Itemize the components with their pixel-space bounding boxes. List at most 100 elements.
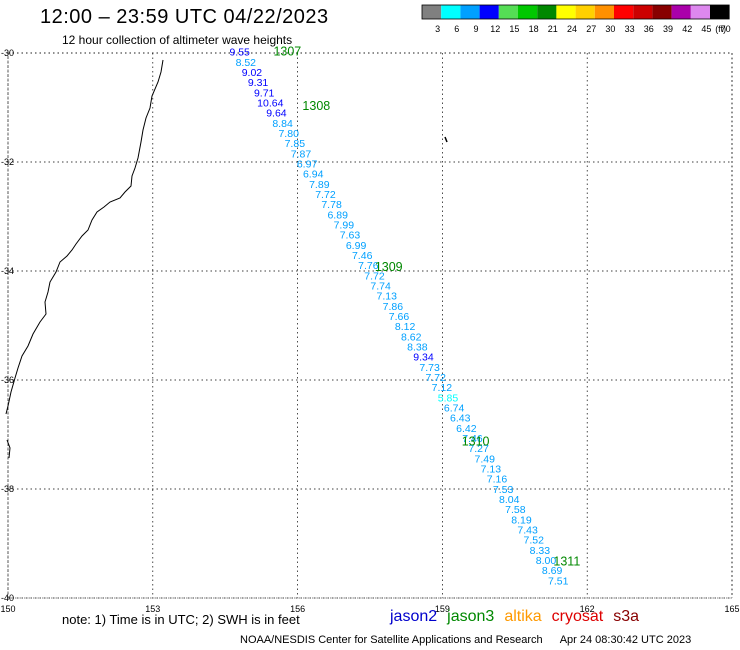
map-subtitle: 12 hour collection of altimeter wave hei…: [62, 33, 293, 47]
wave-height-value: 8.69: [542, 565, 563, 577]
wave-height-value: 8.84: [272, 118, 293, 130]
colorbar-label: 21: [548, 24, 558, 34]
latitude-tick-label: -30: [1, 48, 14, 58]
wave-height-value: 7.13: [481, 464, 502, 476]
colorbar-label: 24: [567, 24, 577, 34]
wave-height-value: 6.94: [303, 169, 324, 181]
wave-height-value: 6.43: [450, 413, 471, 425]
latitude-tick-label: -38: [1, 484, 14, 494]
latitude-tick-label: -40: [1, 593, 14, 603]
wave-height-value: 7.80: [278, 128, 299, 140]
wave-height-colorbar: 3 6 9 12 15 18 21 24 27 30 33 36 39 42 45 70(ft): [421, 4, 731, 34]
wave-height-value: 9.34: [413, 352, 434, 364]
legend-entry-s3a: s3a: [613, 608, 640, 625]
colorbar-swatch: [671, 5, 691, 19]
wave-height-value: 7.78: [321, 199, 342, 211]
wave-height-value: 7.86: [383, 301, 404, 313]
colorbar-swatch: [690, 5, 710, 19]
footnote: note: 1) Time is in UTC; 2) SWH is in fe…: [62, 612, 300, 627]
colorbar-frame: [421, 4, 730, 20]
time-marker: 1310: [462, 434, 490, 448]
wave-height-value: 6.74: [444, 403, 465, 415]
longitude-tick-label: 153: [145, 604, 160, 614]
wave-height-value: 5.85: [438, 392, 459, 404]
longitude-tick-label: 159: [435, 604, 450, 614]
colorbar-label: 33: [625, 24, 635, 34]
wave-height-value: 8.62: [401, 331, 422, 343]
colorbar-label: 3: [435, 24, 440, 34]
latitude-tick-label: -34: [1, 266, 14, 276]
wave-height-value: 7.12: [432, 382, 453, 394]
wave-height-value: 9.55: [229, 47, 250, 59]
colorbar-label: 9: [473, 24, 478, 34]
wave-height-value: 7.43: [517, 525, 538, 537]
generation-timestamp: Apr 24 08:30:42 UTC 2023: [559, 634, 692, 646]
wave-height-value: 9.64: [266, 108, 287, 120]
latitude-tick-label: -36: [1, 375, 14, 385]
colorbar-label: 18: [529, 24, 539, 34]
wave-height-value: 8.04: [499, 494, 520, 506]
time-marker: 1311: [553, 554, 580, 568]
wave-height-value: 7.13: [376, 291, 397, 303]
wave-height-value: 6.97: [297, 159, 318, 171]
colorbar-label: 45: [701, 24, 711, 34]
colorbar-swatch: [441, 5, 461, 19]
wave-height-value: 8.00: [536, 555, 557, 567]
colorbar-label: 39: [663, 24, 673, 34]
wave-height-value: 7.73: [419, 362, 440, 374]
colorbar-swatch: [652, 5, 672, 19]
wave-height-value: 8.33: [530, 545, 551, 557]
legend-entry-jason3: jason3: [447, 608, 495, 625]
wave-height-value: 7.49: [475, 453, 496, 465]
wave-height-value: 6.89: [327, 209, 348, 221]
wave-height-value: 7.85: [285, 138, 306, 150]
coastline-fragment: [6, 439, 11, 459]
colorbar-label: 42: [682, 24, 692, 34]
time-marker: 1308: [302, 99, 330, 113]
wave-height-value: 8.12: [395, 321, 416, 333]
colorbar-unit: (ft): [715, 24, 726, 34]
colorbar-swatch: [537, 5, 557, 19]
colorbar-swatch: [614, 5, 634, 19]
colorbar-label: 6: [454, 24, 459, 34]
colorbar-swatch: [556, 5, 576, 19]
colorbar-swatch: [498, 5, 518, 19]
legend-entry-jason2: jason2: [390, 608, 438, 625]
wave-height-value: 7.72: [315, 189, 336, 201]
colorbar-label: 70: [721, 24, 731, 34]
wave-height-value: 7.52: [524, 535, 545, 547]
wave-height-value: 7.16: [487, 474, 508, 486]
colorbar-label: 27: [586, 24, 596, 34]
wave-height-value: 7.87: [291, 148, 312, 160]
colorbar-swatch: [422, 5, 442, 19]
wave-height-value: 6.99: [346, 240, 367, 252]
wave-height-value: 7.46: [352, 250, 373, 262]
wave-height-value: 7.63: [340, 230, 361, 242]
colorbar-swatch: [710, 5, 730, 19]
colorbar-swatch: [575, 5, 595, 19]
longitude-tick-label: 165: [724, 604, 739, 614]
wave-height-value: 6.42: [456, 423, 477, 435]
latitude-tick-label: -32: [1, 157, 14, 167]
colorbar-label: 15: [509, 24, 519, 34]
wave-height-value: 7.99: [334, 220, 355, 232]
legend-entry-altika: altika: [504, 608, 542, 625]
time-marker: 1309: [375, 260, 403, 274]
wave-height-value: 7.66: [389, 311, 410, 323]
wave-height-value: 7.46: [462, 433, 483, 445]
colorbar-label: 30: [605, 24, 615, 34]
wave-height-value: 7.27: [468, 443, 489, 455]
wave-height-value: 8.38: [407, 342, 428, 354]
agency-credit: NOAA/NESDIS Center for Satellite Applica…: [240, 634, 543, 646]
credit-line: NOAA/NESDIS Center for Satellite Applica…: [240, 634, 691, 646]
satellite-legend: jason2 jason3 altika cryosat s3a: [390, 608, 649, 626]
map-title: 12:00 – 23:59 UTC 04/22/2023: [40, 6, 329, 28]
time-marker: 1307: [273, 45, 301, 59]
wave-height-value: 9.31: [248, 77, 269, 89]
wave-height-value: 7.72: [425, 372, 446, 384]
coastline: [5, 59, 164, 415]
wave-height-value: 8.52: [236, 57, 257, 69]
colorbar-label: 36: [644, 24, 654, 34]
colorbar-swatch: [460, 5, 480, 19]
